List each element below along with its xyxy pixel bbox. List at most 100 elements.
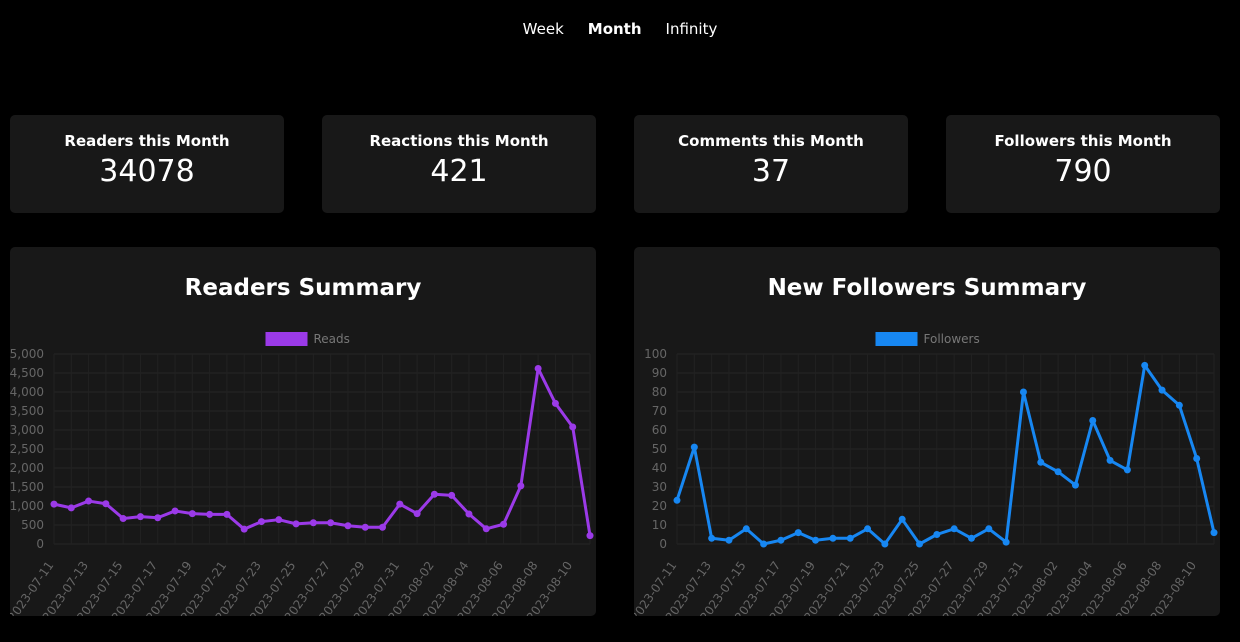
- chart-title: Readers Summary: [185, 275, 422, 301]
- data-point[interactable]: [292, 520, 300, 528]
- legend-label[interactable]: Followers: [924, 332, 980, 346]
- data-point[interactable]: [534, 364, 542, 372]
- data-point[interactable]: [413, 510, 421, 518]
- data-point[interactable]: [257, 518, 265, 526]
- data-point[interactable]: [188, 510, 196, 518]
- data-point[interactable]: [690, 443, 698, 451]
- data-point[interactable]: [742, 525, 750, 533]
- data-point[interactable]: [327, 519, 335, 527]
- data-point[interactable]: [777, 536, 785, 544]
- data-point[interactable]: [102, 500, 110, 508]
- data-point[interactable]: [482, 525, 490, 533]
- data-point[interactable]: [812, 536, 820, 544]
- data-point[interactable]: [551, 399, 559, 407]
- data-point[interactable]: [725, 536, 733, 544]
- data-point[interactable]: [430, 490, 438, 498]
- y-tick-label: 50: [652, 442, 667, 456]
- y-tick-label: 3,500: [10, 404, 44, 418]
- y-tick-label: 4,500: [10, 366, 44, 380]
- data-point[interactable]: [309, 519, 317, 527]
- data-point[interactable]: [448, 491, 456, 499]
- data-point[interactable]: [465, 510, 473, 518]
- y-tick-label: 30: [652, 480, 667, 494]
- legend-swatch: [875, 332, 918, 346]
- data-point[interactable]: [569, 423, 577, 431]
- data-point[interactable]: [344, 522, 352, 530]
- stat-value: 421: [430, 154, 488, 189]
- data-point[interactable]: [1002, 538, 1010, 546]
- y-tick-label: 60: [652, 423, 667, 437]
- stat-value: 37: [751, 154, 791, 189]
- data-point[interactable]: [1019, 388, 1027, 396]
- data-point[interactable]: [1089, 417, 1097, 424]
- series-line: [53, 366, 592, 536]
- stat-card-readers: Readers this Month 34078: [10, 115, 284, 213]
- grid: [53, 353, 591, 545]
- y-tick-label: 500: [21, 518, 44, 532]
- data-point[interactable]: [171, 507, 179, 515]
- data-point[interactable]: [1037, 458, 1045, 466]
- data-point[interactable]: [1071, 481, 1079, 489]
- data-point[interactable]: [673, 496, 681, 504]
- tab-infinity[interactable]: Infinity: [665, 20, 718, 38]
- stat-value: 34078: [99, 154, 195, 189]
- tab-week[interactable]: Week: [522, 20, 564, 38]
- data-point[interactable]: [881, 540, 889, 548]
- data-point[interactable]: [933, 531, 941, 538]
- tab-month[interactable]: Month: [587, 20, 642, 38]
- data-point[interactable]: [379, 523, 387, 531]
- legend-swatch: [265, 332, 308, 346]
- data-point[interactable]: [240, 525, 248, 533]
- followers-summary-card: New Followers Summary Followers 0 10 20 30 40 5…: [634, 247, 1220, 616]
- stat-title: Followers this Month: [994, 132, 1172, 150]
- y-tick-label: 1,500: [10, 480, 44, 494]
- data-point[interactable]: [846, 534, 854, 542]
- stat-card-comments: Comments this Month 37: [634, 115, 908, 213]
- data-point[interactable]: [275, 516, 283, 524]
- data-point[interactable]: [1210, 529, 1218, 537]
- data-point[interactable]: [967, 534, 975, 542]
- data-point[interactable]: [898, 515, 906, 523]
- data-point[interactable]: [517, 482, 525, 490]
- data-point[interactable]: [794, 529, 802, 537]
- data-point[interactable]: [1054, 468, 1062, 476]
- data-point[interactable]: [1106, 456, 1114, 464]
- data-point[interactable]: [206, 510, 214, 518]
- data-point[interactable]: [119, 515, 127, 523]
- grid: [676, 353, 1215, 545]
- data-point[interactable]: [67, 504, 75, 512]
- data-point[interactable]: [50, 500, 58, 508]
- data-point[interactable]: [1193, 455, 1201, 462]
- data-point[interactable]: [950, 525, 958, 533]
- data-point[interactable]: [396, 500, 404, 508]
- readers-summary-card: Readers Summary Reads 0 500 1,000 1,500 2,000 2…: [10, 247, 596, 616]
- data-point[interactable]: [361, 523, 369, 531]
- data-point[interactable]: [1141, 361, 1149, 369]
- data-point[interactable]: [916, 540, 924, 548]
- data-point[interactable]: [864, 525, 872, 533]
- stat-title: Comments this Month: [678, 132, 864, 150]
- data-point[interactable]: [85, 497, 93, 505]
- stat-value: 790: [1054, 154, 1112, 189]
- y-tick-label: 70: [652, 404, 667, 418]
- data-point[interactable]: [985, 525, 993, 533]
- data-point[interactable]: [1123, 466, 1131, 474]
- data-point[interactable]: [223, 510, 231, 518]
- data-point[interactable]: [708, 534, 716, 542]
- stat-title: Reactions this Month: [369, 132, 549, 150]
- stat-title: Readers this Month: [64, 132, 230, 150]
- data-point[interactable]: [586, 532, 594, 540]
- data-point[interactable]: [136, 513, 144, 521]
- data-point[interactable]: [154, 514, 162, 522]
- y-tick-label: 10: [652, 518, 667, 532]
- data-point[interactable]: [829, 534, 837, 542]
- y-tick-label: 0: [36, 537, 44, 551]
- data-point[interactable]: [1175, 401, 1183, 409]
- stat-card-followers: Followers this Month 790: [946, 115, 1220, 213]
- y-tick-label: 20: [652, 499, 667, 513]
- y-tick-label: 2,000: [10, 461, 44, 475]
- data-point[interactable]: [760, 540, 768, 548]
- data-point[interactable]: [500, 520, 508, 528]
- legend-label[interactable]: Reads: [314, 332, 350, 346]
- data-point[interactable]: [1158, 386, 1166, 394]
